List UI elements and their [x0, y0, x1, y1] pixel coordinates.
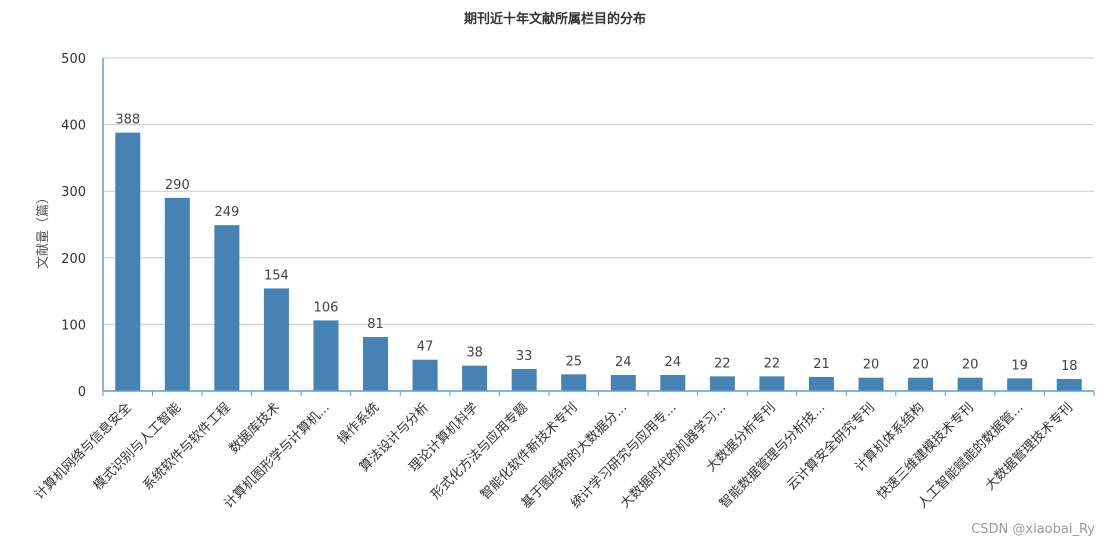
- chart-title: 期刊近十年文献所属栏目的分布: [464, 11, 646, 27]
- y-tick-label: 300: [61, 185, 86, 200]
- bar: [412, 359, 438, 391]
- bar: [164, 197, 190, 391]
- y-axis-label: 文献量（篇）: [36, 191, 51, 269]
- data-label: 19: [1011, 358, 1028, 373]
- x-tick-label: 计算机网络与信息安全: [31, 400, 134, 503]
- data-label: 47: [417, 340, 434, 355]
- bar: [115, 132, 141, 392]
- data-label: 18: [1061, 359, 1078, 374]
- x-tick-label: 形式化方法与应用专题: [428, 400, 531, 503]
- bar: [660, 375, 686, 391]
- data-label: 20: [962, 358, 979, 373]
- x-tick-label: 大数据管理技术专刊: [983, 400, 1076, 493]
- x-tick-label: 快速三维建模技术专刊: [874, 400, 977, 503]
- data-label: 154: [264, 268, 289, 283]
- grid: [103, 57, 1094, 325]
- bar: [957, 377, 983, 391]
- data-label: 24: [665, 355, 682, 370]
- data-label: 33: [516, 349, 533, 364]
- bar: [610, 375, 636, 391]
- data-label: 25: [565, 354, 582, 369]
- data-label: 38: [466, 346, 483, 361]
- x-axis-ticks: 计算机网络与信息安全模式识别与人工智能系统软件与软件工程数据库技术计算机图形学与…: [31, 400, 1076, 512]
- x-tick-label: 系统软件与软件工程: [140, 400, 233, 493]
- data-label: 24: [615, 355, 632, 370]
- bar: [908, 377, 934, 391]
- data-label: 290: [165, 178, 190, 193]
- data-label: 20: [912, 358, 929, 373]
- bar: [363, 337, 389, 391]
- bar: [1056, 379, 1082, 391]
- y-axis-ticks: 0 100 200 300 400 500: [61, 52, 86, 400]
- bar: [709, 376, 735, 391]
- data-label: 21: [813, 357, 830, 372]
- y-tick-label: 500: [61, 52, 86, 67]
- data-labels: 388 290 249 154 106 81 47 38 33 25 24 24 22 22 21 20 20 2…: [115, 113, 1077, 374]
- bar: [1007, 378, 1033, 391]
- data-label: 388: [115, 113, 140, 128]
- watermark: CSDN @xiaobai_Ry: [971, 522, 1095, 537]
- bar: [759, 376, 785, 391]
- bar: [858, 377, 884, 391]
- data-label: 22: [714, 356, 731, 371]
- data-label: 249: [214, 205, 239, 220]
- y-tick-label: 0: [78, 385, 86, 400]
- bar: [511, 369, 537, 391]
- x-tick-label: 云计算安全研究专刊: [784, 400, 878, 494]
- bars: [115, 132, 1082, 392]
- y-tick-label: 400: [61, 119, 86, 134]
- x-tick-label: 模式识别与人工智能: [91, 400, 184, 493]
- x-tick-label: 操作系统: [334, 400, 382, 448]
- data-label: 81: [367, 317, 384, 332]
- y-tick-label: 100: [61, 318, 86, 333]
- bar: [263, 288, 289, 391]
- bar: [214, 225, 240, 391]
- axes: [102, 58, 1095, 396]
- bar: [561, 374, 587, 391]
- bar: [808, 377, 834, 391]
- bar: [462, 365, 488, 391]
- data-label: 20: [863, 358, 880, 373]
- y-tick-label: 200: [61, 252, 86, 267]
- data-label: 106: [314, 300, 339, 315]
- x-tick-label: 智能化软件新技术专刊: [477, 400, 580, 503]
- bar: [313, 320, 339, 391]
- data-label: 22: [764, 356, 781, 371]
